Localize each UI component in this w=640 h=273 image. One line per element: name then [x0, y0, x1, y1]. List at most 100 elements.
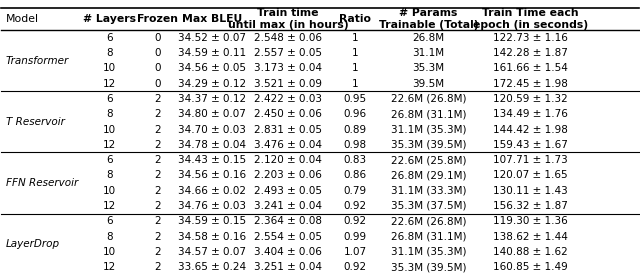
Text: 107.71 ± 1.73: 107.71 ± 1.73 — [493, 155, 568, 165]
Text: 0.99: 0.99 — [344, 232, 367, 242]
Text: 0: 0 — [154, 63, 161, 73]
Text: 0.83: 0.83 — [344, 155, 367, 165]
Text: 8: 8 — [106, 170, 113, 180]
Text: 34.80 ± 0.07: 34.80 ± 0.07 — [178, 109, 246, 119]
Text: 130.11 ± 1.43: 130.11 ± 1.43 — [493, 186, 568, 196]
Text: 10: 10 — [103, 124, 116, 135]
Text: 0.96: 0.96 — [344, 109, 367, 119]
Text: 39.5M: 39.5M — [412, 79, 444, 89]
Text: 6: 6 — [106, 94, 113, 104]
Text: 3.173 ± 0.04: 3.173 ± 0.04 — [254, 63, 322, 73]
Text: 6: 6 — [106, 155, 113, 165]
Text: Frozen: Frozen — [137, 14, 178, 24]
Text: 10: 10 — [103, 186, 116, 196]
Text: 3.404 ± 0.06: 3.404 ± 0.06 — [254, 247, 322, 257]
Text: 3.521 ± 0.09: 3.521 ± 0.09 — [254, 79, 322, 89]
Text: 0: 0 — [154, 48, 161, 58]
Text: 6: 6 — [106, 33, 113, 43]
Text: 26.8M (31.1M): 26.8M (31.1M) — [390, 232, 466, 242]
Text: 2.493 ± 0.05: 2.493 ± 0.05 — [254, 186, 322, 196]
Text: 34.43 ± 0.15: 34.43 ± 0.15 — [178, 155, 246, 165]
Text: 35.3M (39.5M): 35.3M (39.5M) — [390, 262, 466, 272]
Text: 1: 1 — [352, 33, 358, 43]
Text: 22.6M (26.8M): 22.6M (26.8M) — [390, 94, 466, 104]
Text: 2: 2 — [154, 262, 161, 272]
Text: LayerDrop: LayerDrop — [6, 239, 60, 249]
Text: 34.56 ± 0.16: 34.56 ± 0.16 — [178, 170, 246, 180]
Text: 120.59 ± 1.32: 120.59 ± 1.32 — [493, 94, 568, 104]
Text: 0.92: 0.92 — [344, 216, 367, 226]
Text: 34.29 ± 0.12: 34.29 ± 0.12 — [178, 79, 246, 89]
Text: 1: 1 — [352, 63, 358, 73]
Text: 34.58 ± 0.16: 34.58 ± 0.16 — [178, 232, 246, 242]
Text: 34.59 ± 0.15: 34.59 ± 0.15 — [178, 216, 246, 226]
Text: 12: 12 — [103, 140, 116, 150]
Text: 0.89: 0.89 — [344, 124, 367, 135]
Text: 2.554 ± 0.05: 2.554 ± 0.05 — [254, 232, 322, 242]
Text: 160.85 ± 1.49: 160.85 ± 1.49 — [493, 262, 568, 272]
Text: 0.92: 0.92 — [344, 262, 367, 272]
Text: 2.831 ± 0.05: 2.831 ± 0.05 — [254, 124, 322, 135]
Text: 35.3M: 35.3M — [412, 63, 444, 73]
Text: # Layers: # Layers — [83, 14, 136, 24]
Text: 119.30 ± 1.36: 119.30 ± 1.36 — [493, 216, 568, 226]
Text: Train Time each
epoch (in seconds): Train Time each epoch (in seconds) — [473, 8, 588, 30]
Text: FFN Reservoir: FFN Reservoir — [6, 178, 78, 188]
Text: 0.79: 0.79 — [344, 186, 367, 196]
Text: 12: 12 — [103, 201, 116, 211]
Text: 2: 2 — [154, 170, 161, 180]
Text: 2.203 ± 0.06: 2.203 ± 0.06 — [254, 170, 322, 180]
Text: 3.251 ± 0.04: 3.251 ± 0.04 — [254, 262, 322, 272]
Text: 35.3M (39.5M): 35.3M (39.5M) — [390, 140, 466, 150]
Text: 31.1M (35.3M): 31.1M (35.3M) — [390, 247, 466, 257]
Text: 142.28 ± 1.87: 142.28 ± 1.87 — [493, 48, 568, 58]
Text: 33.65 ± 0.24: 33.65 ± 0.24 — [178, 262, 246, 272]
Text: T Reservoir: T Reservoir — [6, 117, 65, 127]
Text: 0: 0 — [154, 79, 161, 89]
Text: 2: 2 — [154, 140, 161, 150]
Text: 2: 2 — [154, 94, 161, 104]
Text: 161.66 ± 1.54: 161.66 ± 1.54 — [493, 63, 568, 73]
Text: 2: 2 — [154, 216, 161, 226]
Text: Model: Model — [6, 14, 38, 24]
Text: 31.1M (33.3M): 31.1M (33.3M) — [390, 186, 466, 196]
Text: 0.95: 0.95 — [344, 94, 367, 104]
Text: 0.98: 0.98 — [344, 140, 367, 150]
Text: 6: 6 — [106, 216, 113, 226]
Text: # Params
Trainable (Total): # Params Trainable (Total) — [378, 8, 478, 30]
Text: 10: 10 — [103, 247, 116, 257]
Text: 3.476 ± 0.04: 3.476 ± 0.04 — [254, 140, 322, 150]
Text: 34.56 ± 0.05: 34.56 ± 0.05 — [178, 63, 246, 73]
Text: Ratio: Ratio — [339, 14, 371, 24]
Text: 3.241 ± 0.04: 3.241 ± 0.04 — [254, 201, 322, 211]
Text: 26.8M (29.1M): 26.8M (29.1M) — [390, 170, 466, 180]
Text: 2: 2 — [154, 109, 161, 119]
Text: 120.07 ± 1.65: 120.07 ± 1.65 — [493, 170, 568, 180]
Text: 172.45 ± 1.98: 172.45 ± 1.98 — [493, 79, 568, 89]
Text: 2.548 ± 0.06: 2.548 ± 0.06 — [254, 33, 322, 43]
Text: 134.49 ± 1.76: 134.49 ± 1.76 — [493, 109, 568, 119]
Text: 31.1M (35.3M): 31.1M (35.3M) — [390, 124, 466, 135]
Text: 0: 0 — [154, 33, 161, 43]
Text: 2.557 ± 0.05: 2.557 ± 0.05 — [254, 48, 322, 58]
Text: 8: 8 — [106, 109, 113, 119]
Text: 2.120 ± 0.04: 2.120 ± 0.04 — [254, 155, 322, 165]
Text: 8: 8 — [106, 48, 113, 58]
Text: 34.78 ± 0.04: 34.78 ± 0.04 — [178, 140, 246, 150]
Text: 144.42 ± 1.98: 144.42 ± 1.98 — [493, 124, 568, 135]
Text: 26.8M (31.1M): 26.8M (31.1M) — [390, 109, 466, 119]
Text: 2: 2 — [154, 201, 161, 211]
Text: Max BLEU: Max BLEU — [182, 14, 242, 24]
Text: 1: 1 — [352, 79, 358, 89]
Text: 34.57 ± 0.07: 34.57 ± 0.07 — [178, 247, 246, 257]
Text: 22.6M (26.8M): 22.6M (26.8M) — [390, 216, 466, 226]
Text: 34.66 ± 0.02: 34.66 ± 0.02 — [178, 186, 246, 196]
Text: 156.32 ± 1.87: 156.32 ± 1.87 — [493, 201, 568, 211]
Text: 34.52 ± 0.07: 34.52 ± 0.07 — [178, 33, 246, 43]
Text: 34.59 ± 0.11: 34.59 ± 0.11 — [178, 48, 246, 58]
Text: 1: 1 — [352, 48, 358, 58]
Text: 1.07: 1.07 — [344, 247, 367, 257]
Text: 138.62 ± 1.44: 138.62 ± 1.44 — [493, 232, 568, 242]
Text: 10: 10 — [103, 63, 116, 73]
Text: 22.6M (25.8M): 22.6M (25.8M) — [390, 155, 466, 165]
